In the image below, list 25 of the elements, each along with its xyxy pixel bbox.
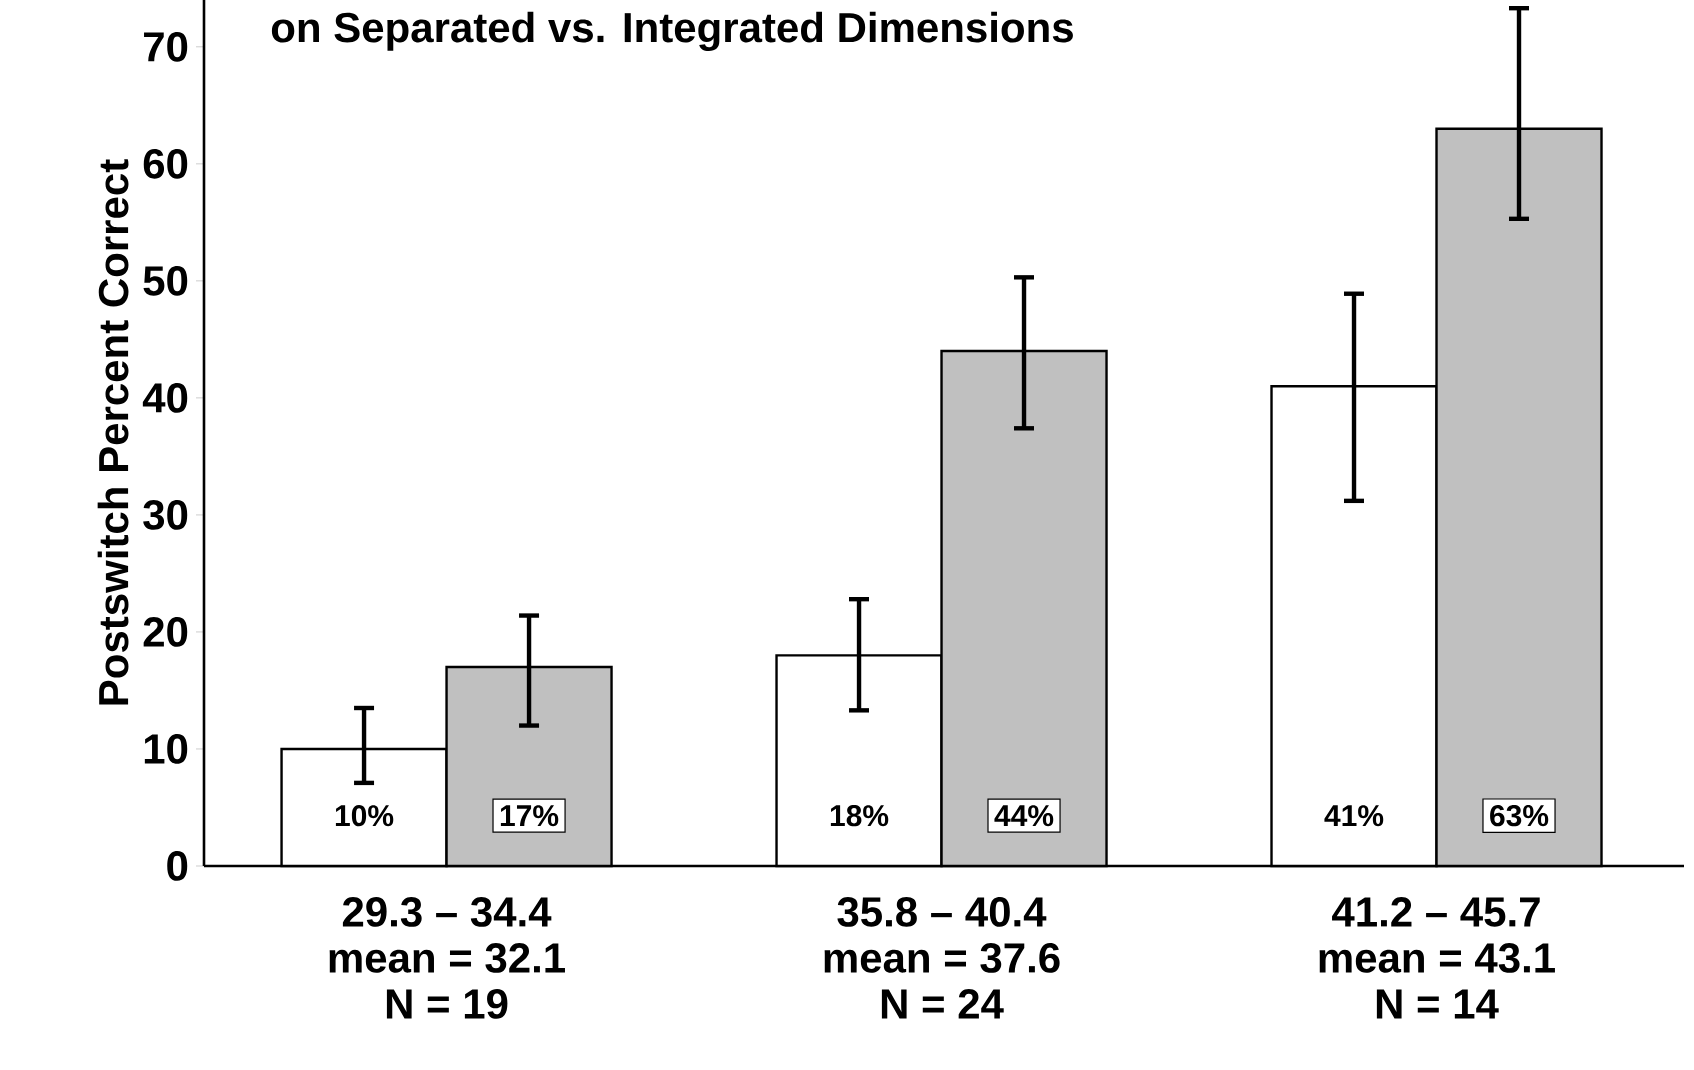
data-label: 18%: [830, 805, 889, 827]
text: mean = 43.1: [1319, 943, 1555, 973]
data-label: 10%: [335, 805, 394, 827]
text: N = 24: [881, 989, 1004, 1019]
y-tick-label: 30: [143, 500, 188, 530]
text: N = 14: [1376, 989, 1499, 1019]
data-label: 44%: [994, 805, 1054, 827]
text: mean = 32.1: [329, 943, 565, 973]
y-tick-label: 40: [142, 383, 188, 413]
y-tick-label: 60: [143, 148, 188, 179]
y-tick-label: 50: [143, 265, 188, 296]
y-tick-label: 10: [144, 734, 188, 764]
x-tick-label: 29.3 – 34.4: [342, 897, 552, 927]
y-axis-title: Postswitch Percent Correct: [97, 159, 129, 705]
y-tick-label: 70: [144, 31, 188, 62]
x-tick-label: 41.2 – 45.7: [1332, 897, 1540, 927]
text: N = 19: [386, 989, 508, 1019]
data-label: 41%: [1324, 805, 1384, 827]
chart-title: on Separated vs. Integrated Dimensions: [271, 11, 1073, 51]
y-tick-label: 0: [167, 851, 188, 881]
y-tick-label: 20: [143, 617, 188, 647]
x-tick-label: 35.8 – 40.4: [837, 897, 1047, 927]
text: mean = 37.6: [824, 943, 1060, 973]
data-label: 17%: [500, 805, 559, 827]
data-label: 63%: [1490, 805, 1549, 827]
